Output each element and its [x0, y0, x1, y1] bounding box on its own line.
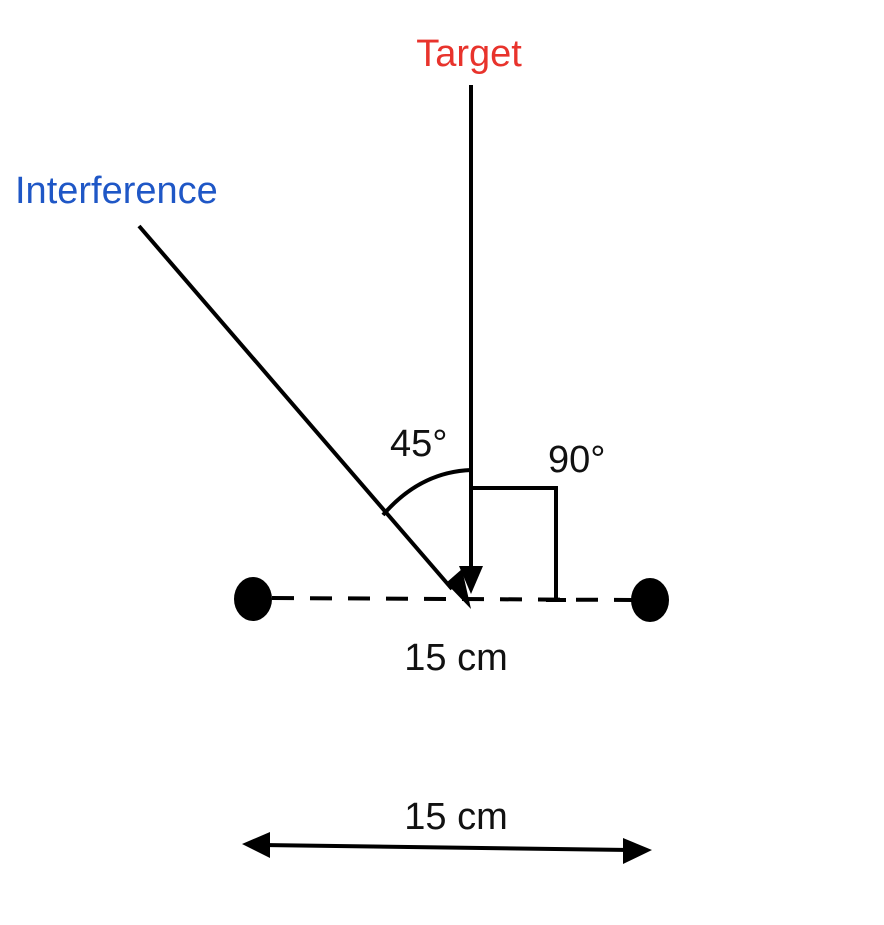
angle-label-90: 90° — [548, 439, 605, 481]
angle-arc-45 — [381, 468, 472, 517]
angle-label-45: 45° — [390, 423, 447, 465]
interference-direction-arrow — [137, 224, 454, 591]
mic-spacing-label: 15 cm — [404, 637, 507, 679]
microphone-right — [631, 578, 669, 622]
target-arrow-head — [459, 566, 483, 594]
scale-bar-arrow-right — [623, 838, 652, 864]
right-angle-marker — [471, 486, 558, 600]
microphone-left — [234, 577, 272, 621]
scale-bar-label: 15 cm — [404, 796, 507, 838]
mic-baseline-dashed — [271, 596, 633, 602]
interference-label: Interference — [15, 170, 218, 212]
scale-bar-line — [261, 843, 631, 852]
target-label: Target — [416, 33, 522, 75]
scale-bar-arrow-left — [242, 832, 270, 858]
